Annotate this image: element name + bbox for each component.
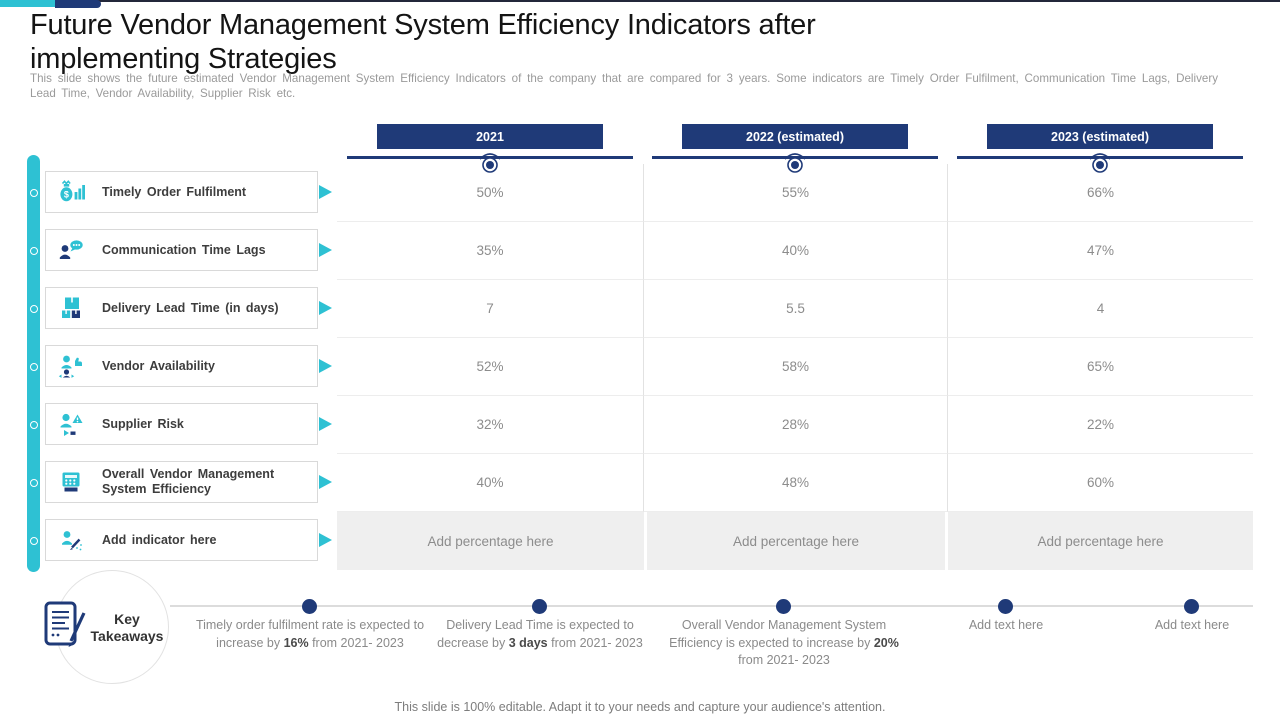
footer-note: This slide is 100% editable. Adapt it to… [394, 700, 886, 714]
table-cell: 28% [644, 396, 948, 454]
column-header-2023: 2023 (estimated) [987, 124, 1213, 149]
table-cell: 22% [948, 396, 1253, 454]
table-cell: 40% [337, 454, 644, 512]
target-marker-icon [479, 153, 501, 173]
supplier-risk-icon [55, 409, 87, 439]
takeaway-text-post: from 2021- 2023 [547, 635, 643, 650]
ring-dot-icon [30, 479, 38, 487]
arrow-right-icon [319, 533, 332, 547]
svg-text:$: $ [64, 190, 69, 200]
indicator-label: Timely Order Fulfilment [102, 184, 247, 199]
arrow-right-icon [319, 243, 332, 257]
indicator-label: Delivery Lead Time (in days) [102, 300, 279, 315]
table-cell: 66% [948, 164, 1253, 222]
takeaway-text-pre: Delivery Lead Time is expected to decrea… [437, 618, 634, 650]
arrow-right-icon [319, 301, 332, 315]
takeaways-timeline [170, 605, 1253, 607]
indicator-item-timely-order-fulfilment[interactable]: $ Timely Order Fulfilment [45, 171, 332, 213]
table-cell: 48% [644, 454, 948, 512]
values-table: 50% 55% 66% 35% 40% 47% 7 5.5 4 52% 58% … [337, 164, 1253, 570]
add-percentage-placeholder[interactable]: Add percentage here [948, 512, 1253, 570]
table-cell: 5.5 [644, 280, 948, 338]
table-cell: 7 [337, 280, 644, 338]
arrow-right-icon [319, 475, 332, 489]
timeline-dot [998, 599, 1013, 614]
column-header-2021: 2021 [377, 124, 603, 149]
table-cell: 35% [337, 222, 644, 280]
arrow-right-icon [319, 417, 332, 431]
takeaway-text: Timely order fulfilment rate is expected… [195, 617, 425, 652]
indicator-label: Communication Time Lags [102, 242, 266, 257]
indicator-item-delivery-lead-time[interactable]: Delivery Lead Time (in days) [45, 287, 332, 329]
arrow-right-icon [319, 185, 332, 199]
takeaway-text-bold: 3 days [508, 635, 548, 650]
arrow-right-icon [319, 359, 332, 373]
ring-dot-icon [30, 189, 38, 197]
takeaway-text: Delivery Lead Time is expected to decrea… [425, 617, 655, 652]
takeaway-text-pre: Timely order fulfilment rate is expected… [195, 618, 425, 650]
indicator-item-vendor-availability[interactable]: Vendor Availability [45, 345, 332, 387]
top-accent-navy [55, 0, 101, 8]
system-efficiency-icon [55, 467, 87, 497]
table-cell: 58% [644, 338, 948, 396]
indicator-item-supplier-risk[interactable]: Supplier Risk [45, 403, 332, 445]
add-percentage-placeholder[interactable]: Add percentage here [337, 512, 644, 570]
timeline-dot [302, 599, 317, 614]
add-text-placeholder[interactable]: Add text here [931, 617, 1081, 635]
add-indicator-icon [55, 525, 87, 555]
timeline-dot [1184, 599, 1199, 614]
vendor-availability-icon [55, 351, 87, 381]
top-accent-cyan [0, 0, 57, 7]
add-percentage-placeholder[interactable]: Add percentage here [644, 512, 948, 570]
timeline-dot [532, 599, 547, 614]
table-cell: 60% [948, 454, 1253, 512]
ring-dot-icon [30, 305, 38, 313]
takeaway-text-pre: Add text here [1154, 618, 1230, 632]
target-marker-icon [1089, 153, 1111, 173]
indicator-item-add-indicator[interactable]: Add indicator here [45, 519, 332, 561]
takeaway-text-bold: 16% [283, 635, 309, 650]
indicator-label: Add indicator here [102, 532, 217, 547]
communication-icon [55, 235, 87, 265]
table-cell: 65% [948, 338, 1253, 396]
takeaway-text-post: from 2021- 2023 [308, 635, 404, 650]
table-cell: 52% [337, 338, 644, 396]
table-cell: 32% [337, 396, 644, 454]
ring-dot-icon [30, 247, 38, 255]
indicator-item-overall-system-efficiency[interactable]: Overall Vendor Management System Efficie… [45, 461, 332, 503]
takeaway-text: Overall Vendor Management System Efficie… [661, 617, 907, 670]
indicator-label: Supplier Risk [102, 416, 184, 431]
key-takeaways-title: Key Takeaways [90, 611, 164, 644]
indicator-label: Vendor Availability [102, 358, 215, 373]
add-text-placeholder[interactable]: Add text here [1117, 617, 1267, 635]
takeaway-text-post: from 2021- 2023 [738, 653, 830, 667]
indicator-item-communication-time-lags[interactable]: Communication Time Lags [45, 229, 332, 271]
delivery-box-icon [55, 293, 87, 323]
takeaway-text-bold: 20% [873, 635, 899, 650]
top-divider-line [0, 0, 1280, 2]
money-bag-chart-icon: $ [55, 177, 87, 207]
table-cell: 47% [948, 222, 1253, 280]
takeaway-text-pre: Add text here [968, 618, 1044, 632]
column-header-2022: 2022 (estimated) [682, 124, 908, 149]
table-cell: 4 [948, 280, 1253, 338]
ring-dot-icon [30, 421, 38, 429]
notes-pencil-icon [44, 601, 86, 647]
target-marker-icon [784, 153, 806, 173]
table-cell: 40% [644, 222, 948, 280]
takeaway-text-pre: Overall Vendor Management System Efficie… [669, 618, 887, 650]
ring-dot-icon [30, 363, 38, 371]
table-cell: 55% [644, 164, 948, 222]
page-subtitle: This slide shows the future estimated Ve… [30, 72, 1218, 100]
ring-dot-icon [30, 537, 38, 545]
table-cell: 50% [337, 164, 644, 222]
timeline-dot [776, 599, 791, 614]
indicator-label: Overall Vendor Management System Efficie… [102, 467, 275, 496]
page-title: Future Vendor Management System Efficien… [30, 9, 816, 75]
